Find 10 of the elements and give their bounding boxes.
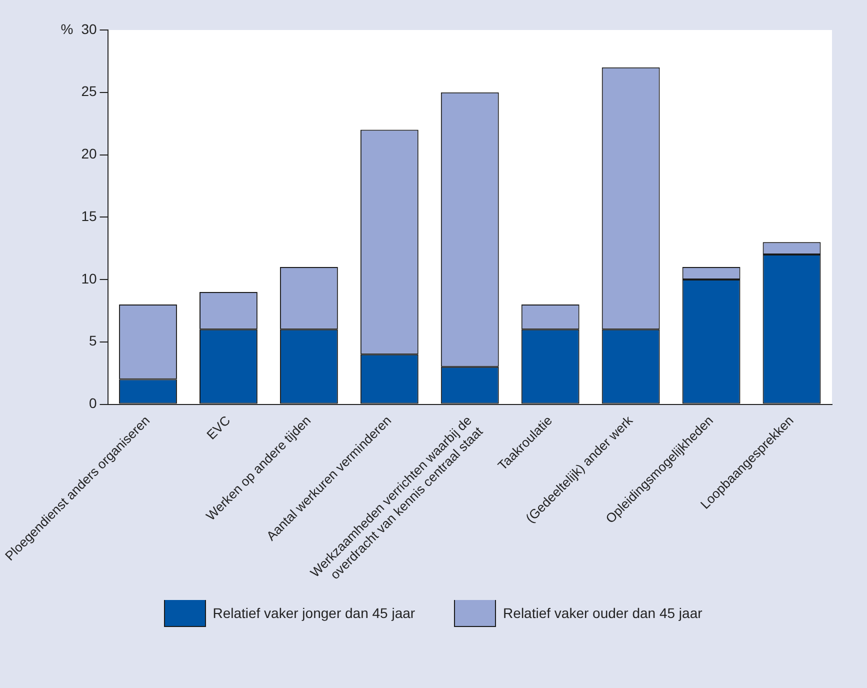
y-tick-label: 20	[81, 146, 97, 162]
legend-label: Relatief vaker ouder dan 45 jaar	[503, 605, 702, 621]
y-axis-title: %	[60, 20, 74, 37]
y-tick-label: 25	[81, 83, 97, 100]
legend-label: Relatief vaker jonger dan 45 jaar	[212, 605, 416, 621]
y-tick-label: 30	[81, 20, 97, 37]
y-tick-label: 10	[81, 270, 97, 286]
y-tick-label: 5	[88, 332, 97, 349]
y-tick-label: 0	[88, 395, 97, 412]
y-tick-label: 15	[81, 208, 97, 224]
